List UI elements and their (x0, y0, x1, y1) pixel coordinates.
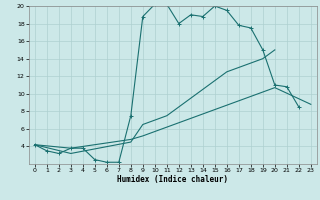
X-axis label: Humidex (Indice chaleur): Humidex (Indice chaleur) (117, 175, 228, 184)
